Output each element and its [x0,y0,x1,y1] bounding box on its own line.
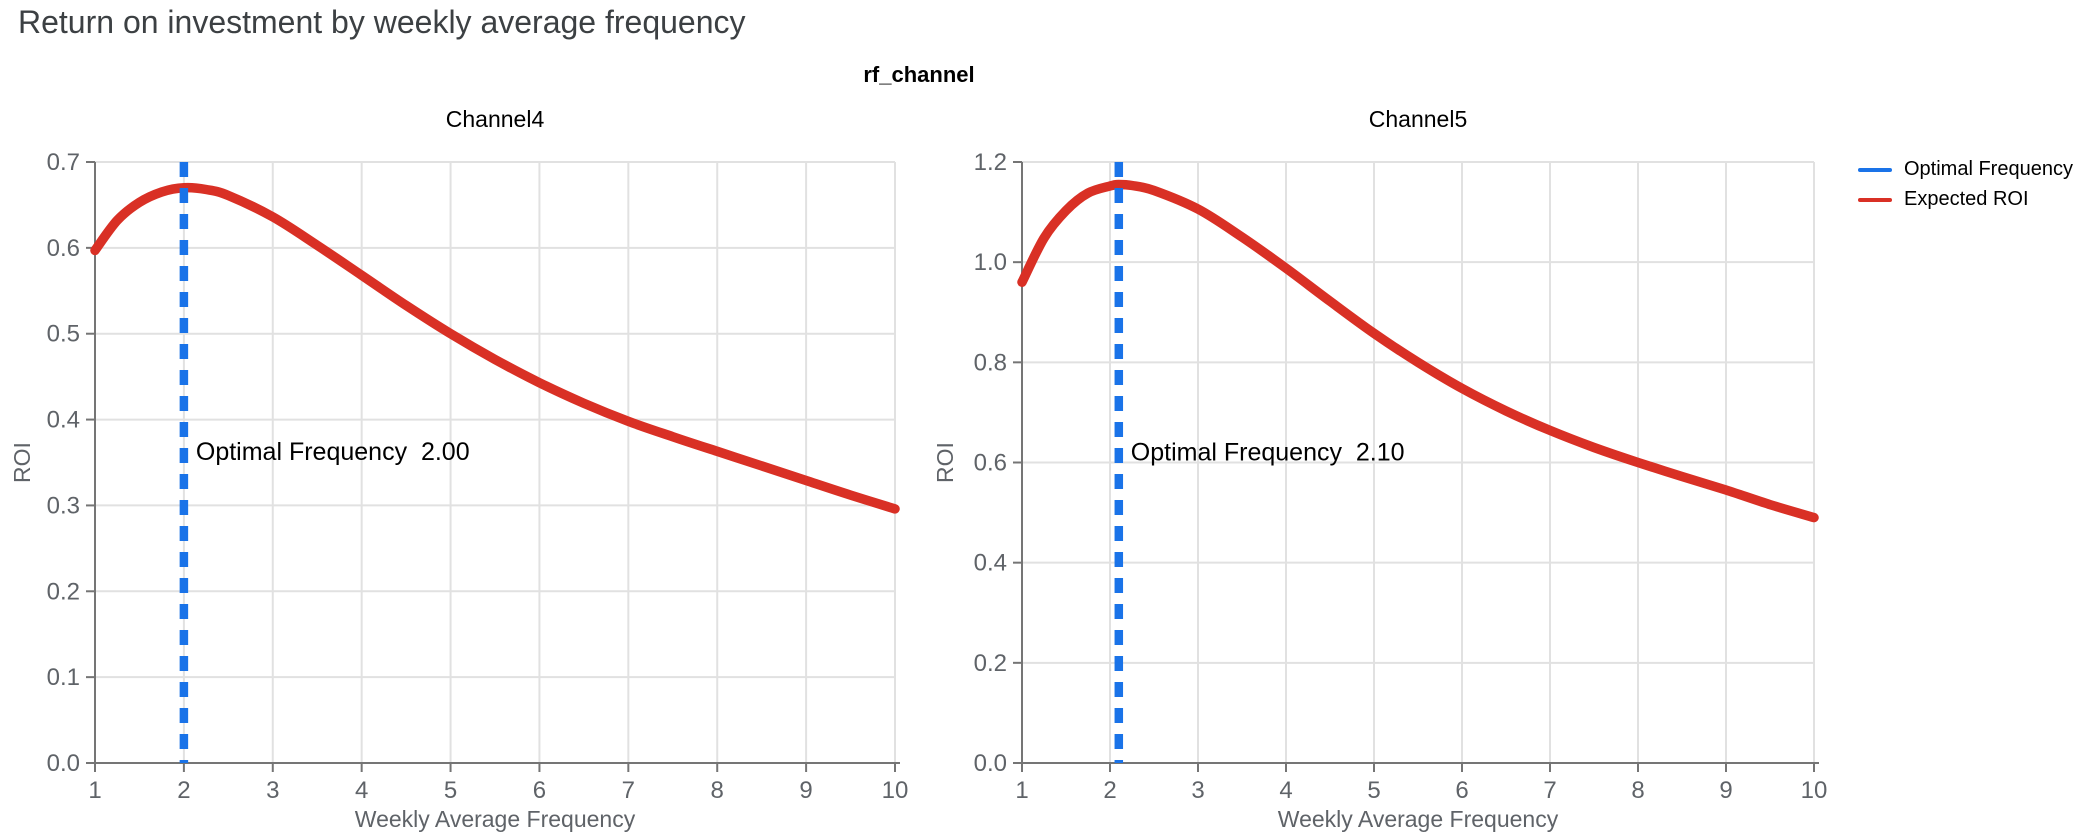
optimal-frequency-annotation: Optimal Frequency 2.10 [1131,438,1405,466]
x-tick-label: 6 [1455,777,1468,804]
y-tick-label: 0.0 [974,750,1007,777]
x-tick-label: 4 [355,777,368,804]
subplot-title: Channel5 [1369,106,1467,132]
y-tick-label: 1.0 [974,249,1007,276]
x-tick-label: 2 [177,777,190,804]
page-title: Return on investment by weekly average f… [18,4,746,40]
x-tick-label: 10 [1801,777,1828,804]
y-tick-label: 0.4 [974,550,1007,577]
x-tick-label: 9 [799,777,812,804]
y-tick-label: 0.6 [974,450,1007,477]
x-tick-label: 7 [1543,777,1556,804]
y-tick-label: 0.3 [47,492,80,519]
x-tick-label: 10 [882,777,909,804]
legend: Optimal Frequency Expected ROI [1858,158,2073,211]
x-tick-label: 3 [266,777,279,804]
y-tick-label: 0.8 [974,349,1007,376]
y-tick-label: 0.4 [47,407,80,434]
channel5-chart: 0.0 0.2 0.4 0.6 0.8 1.0 1.2 1 2 3 4 5 6 7 8 9 10 Weekly A… [932,106,1828,832]
legend-item-optimal-frequency: Optimal Frequency [1858,158,2073,181]
y-tick-label: 0.2 [974,650,1007,677]
y-tick-label: 0.1 [47,664,80,691]
x-tick-label: 2 [1103,777,1116,804]
optimal-frequency-annotation: Optimal Frequency 2.00 [196,438,470,466]
x-tick-label: 3 [1191,777,1204,804]
legend-label: Expected ROI [1904,188,2029,210]
optimal-frequency-swatch [1858,167,1892,172]
x-tick-label: 7 [622,777,635,804]
y-tick-label: 0.5 [47,321,80,348]
figure-suptitle: rf_channel [863,62,975,87]
y-tick-label: 0.6 [47,235,80,262]
x-tick-label: 8 [711,777,724,804]
y-axis-label: ROI [9,442,35,483]
x-tick-label: 5 [444,777,457,804]
x-axis-label: Weekly Average Frequency [1278,806,1559,832]
y-tick-label: 0.0 [47,750,80,777]
y-axis-label: ROI [932,442,958,483]
expected-roi-curve [1017,179,1819,523]
x-tick-label: 6 [533,777,546,804]
subplot-title: Channel4 [446,106,545,132]
x-tick-label: 4 [1279,777,1292,804]
y-tick-label: 1.2 [974,149,1007,176]
legend-item-expected-roi: Expected ROI [1858,188,2073,211]
x-tick-label: 1 [1015,777,1028,804]
channel4-chart: 0.0 0.1 0.2 0.3 0.4 0.5 0.6 0.7 1 2 3 4 5 6 7 8 9 10 Weekl… [9,106,909,832]
x-tick-label: 9 [1719,777,1732,804]
expected-roi-curve [90,182,900,514]
y-tick-label: 0.7 [47,149,80,176]
x-tick-label: 5 [1367,777,1380,804]
y-tick-label: 0.2 [47,578,80,605]
x-tick-label: 8 [1631,777,1644,804]
x-axis-label: Weekly Average Frequency [355,806,636,832]
x-tick-label: 1 [88,777,101,804]
legend-label: Optimal Frequency [1904,158,2073,180]
expected-roi-swatch [1858,197,1892,202]
